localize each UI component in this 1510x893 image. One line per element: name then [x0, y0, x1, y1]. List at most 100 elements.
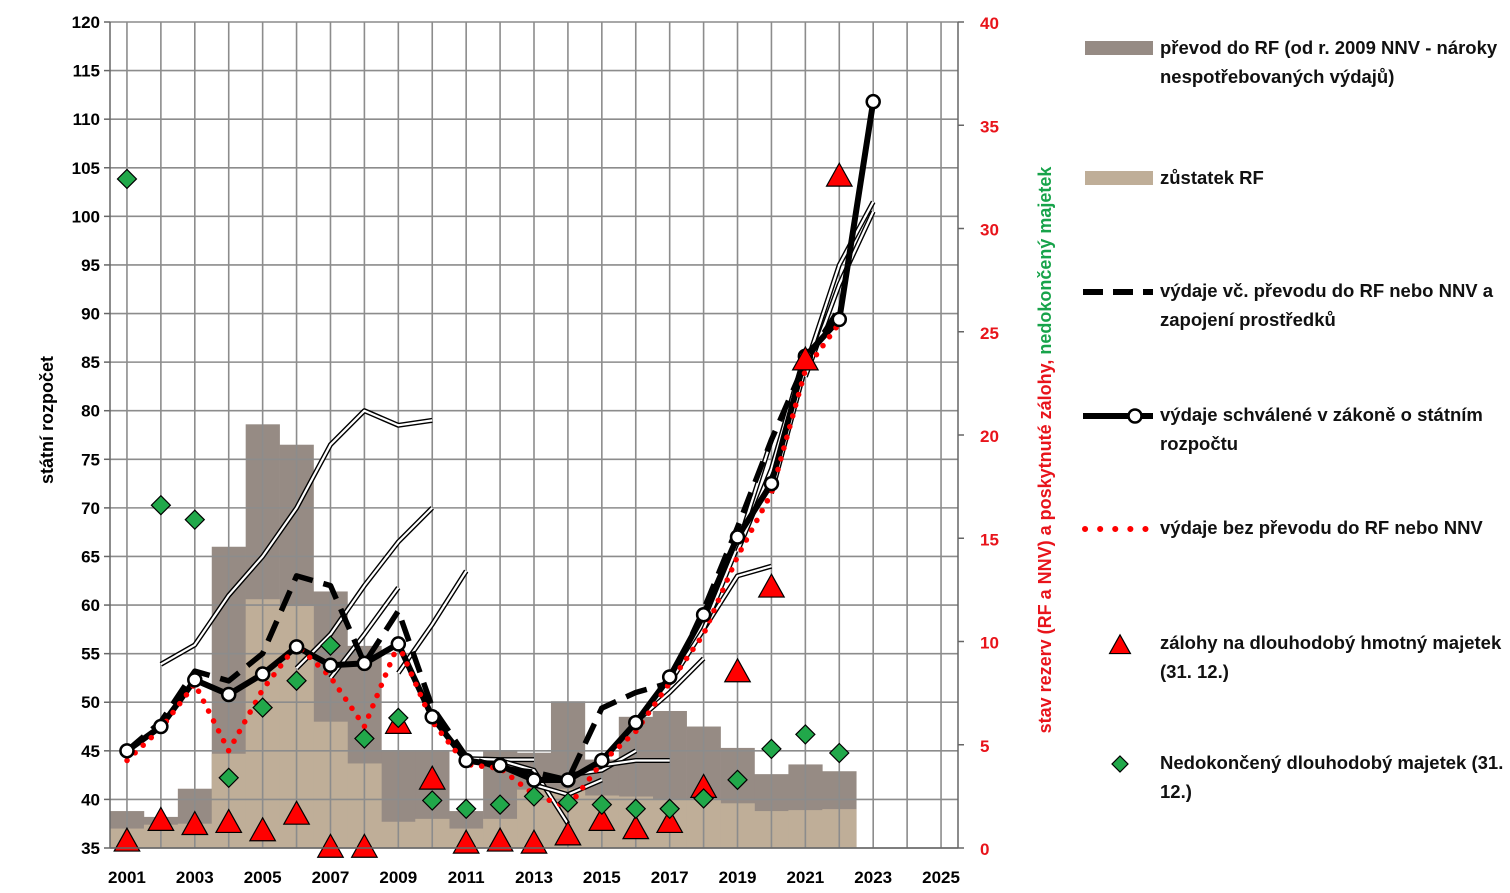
right-tick-label-35: 35 — [980, 117, 999, 136]
approved-point-2013 — [526, 772, 542, 788]
unfinished-asset-marker-2004 — [218, 767, 240, 789]
x-tick-label-2021: 2021 — [786, 868, 824, 887]
left-tick-label-65: 65 — [81, 547, 100, 566]
approved-point-2003 — [187, 672, 203, 688]
approved-point-2016 — [628, 714, 644, 731]
unfinished-asset-marker-2022 — [828, 742, 850, 764]
legend-expenditure-incl-transfer-symbol — [1083, 289, 1153, 295]
legend-advances-symbol — [1108, 633, 1132, 655]
approved-point-2014 — [560, 772, 576, 788]
advance-marker-2005 — [248, 816, 277, 842]
legend-approved-expenditure-symbol — [1083, 408, 1153, 424]
approved-point-2023 — [865, 93, 881, 110]
unfinished-asset-marker-2015 — [591, 794, 613, 815]
left-tick-label-75: 75 — [81, 450, 100, 469]
forecast-line-inner-1 — [160, 409, 433, 666]
approved-point-2018 — [695, 607, 712, 623]
x-tick-label-2023: 2023 — [854, 868, 892, 887]
advance-marker-2017 — [655, 808, 684, 834]
advance-marker-2021 — [791, 345, 820, 371]
left-tick-label-110: 110 — [73, 110, 100, 129]
advance-marker-2008 — [350, 833, 379, 858]
unfinished-asset-marker-2020 — [761, 738, 782, 760]
right-tick-label-20: 20 — [980, 427, 999, 446]
legend-expenditure-without-transfer-symbol — [1082, 526, 1155, 532]
x-tick-label-2007: 2007 — [312, 868, 350, 887]
unfinished-asset-marker-2009 — [387, 707, 409, 729]
right-tick-label-30: 30 — [980, 221, 999, 240]
right-axis-title: stav rezerv (RF a NNV) a poskytnuté zálo… — [1035, 166, 1055, 734]
left-tick-label-115: 115 — [73, 62, 100, 81]
unfinished-asset-marker-2011 — [455, 798, 477, 820]
advance-marker-2019 — [723, 657, 752, 683]
left-tick-label-45: 45 — [81, 742, 100, 761]
approved-point-2007 — [322, 657, 339, 674]
approved-point-2019 — [729, 529, 746, 545]
approved-point-2008 — [356, 655, 373, 672]
left-tick-label-55: 55 — [81, 645, 100, 664]
legend-unfinished-assets-symbol — [1111, 755, 1129, 773]
approved-point-2009 — [390, 636, 407, 652]
legend-unfinished-assets-label: Nedokončený dlouhodobý majetek (31. 12.) — [1160, 752, 1504, 802]
approved-point-2012 — [492, 757, 508, 774]
left-tick-label-50: 50 — [81, 693, 100, 712]
legend-advances-label: zálohy na dlouhodobý hmotný majetek (31.… — [1160, 632, 1502, 682]
unfinished-asset-marker-2007 — [320, 635, 341, 656]
approved-point-2005 — [254, 666, 271, 682]
advance-marker-2007 — [316, 833, 345, 858]
unfinished-asset-marker-2012 — [489, 794, 511, 815]
advance-marker-2003 — [181, 810, 209, 836]
legend-expenditure-incl-transfer-label: výdaje vč. převodu do RF nebo NNV a zapo… — [1160, 280, 1494, 330]
approved-point-2011 — [458, 752, 474, 769]
advance-marker-2014 — [554, 820, 582, 846]
marker-layer — [113, 93, 881, 858]
unfinished-asset-marker-2013 — [523, 786, 545, 807]
unfinished-asset-marker-2006 — [286, 670, 307, 692]
x-tick-label-2011: 2011 — [448, 868, 485, 887]
approved-point-2020 — [763, 475, 780, 492]
legend-balance-rf-symbol — [1085, 171, 1153, 185]
forecast-line-inner-9 — [601, 759, 670, 767]
forecast-line-inner-4 — [397, 570, 468, 674]
legend-approved-expenditure-label: výdaje schválené v zákoně o státním rozp… — [1160, 404, 1483, 454]
unfinished-asset-marker-2003 — [184, 509, 206, 531]
unfinished-asset-marker-2016 — [625, 798, 647, 820]
unfinished-asset-marker-2005 — [252, 697, 273, 718]
left-tick-label-40: 40 — [81, 790, 100, 809]
legend-transfer-rf-label: převod do RF (od r. 2009 NNV - nároky ne… — [1160, 37, 1498, 87]
x-tick-label-2001: 2001 — [108, 868, 146, 887]
axes-layer: 3540455055606570758085909510010511011512… — [37, 13, 1055, 887]
unfinished-asset-marker-2021 — [795, 724, 816, 745]
approved-point-2002 — [153, 718, 169, 735]
unfinished-asset-marker-2017 — [659, 798, 681, 820]
left-tick-label-70: 70 — [81, 499, 100, 518]
legend-transfer-rf-symbol — [1085, 41, 1153, 55]
advance-marker-2016 — [621, 814, 650, 840]
right-axis-title-part-2: nedokončený majetek — [1035, 166, 1055, 360]
unfinished-asset-marker-2001 — [116, 168, 138, 190]
left-tick-label-85: 85 — [81, 353, 100, 372]
advance-marker-2012 — [486, 826, 514, 852]
area-layer — [110, 424, 857, 848]
advance-marker-2015 — [588, 806, 616, 831]
x-tick-label-2019: 2019 — [719, 868, 757, 887]
right-axis-title-part-1: stav rezerv (RF a NNV) a poskytnuté zálo… — [1035, 360, 1055, 734]
advance-marker-2020 — [757, 572, 786, 598]
left-tick-label-95: 95 — [81, 256, 100, 275]
forecast-line-inner-6 — [499, 759, 569, 825]
left-tick-label-35: 35 — [81, 839, 100, 858]
advance-marker-2001 — [113, 826, 141, 852]
left-tick-label-100: 100 — [72, 207, 100, 226]
legend-balance-rf-label: zůstatek RF — [1160, 167, 1264, 188]
approved-point-2001 — [119, 743, 135, 759]
x-tick-label-2005: 2005 — [244, 868, 282, 887]
left-tick-label-60: 60 — [81, 596, 100, 615]
x-tick-label-2017: 2017 — [651, 868, 689, 887]
unfinished-asset-marker-2018 — [693, 788, 714, 809]
advance-marker-2010 — [418, 764, 447, 790]
approved-point-2015 — [594, 752, 610, 769]
unfinished-asset-marker-2002 — [150, 494, 172, 516]
unfinished-asset-marker-2014 — [557, 792, 579, 813]
right-tick-label-10: 10 — [980, 634, 999, 653]
